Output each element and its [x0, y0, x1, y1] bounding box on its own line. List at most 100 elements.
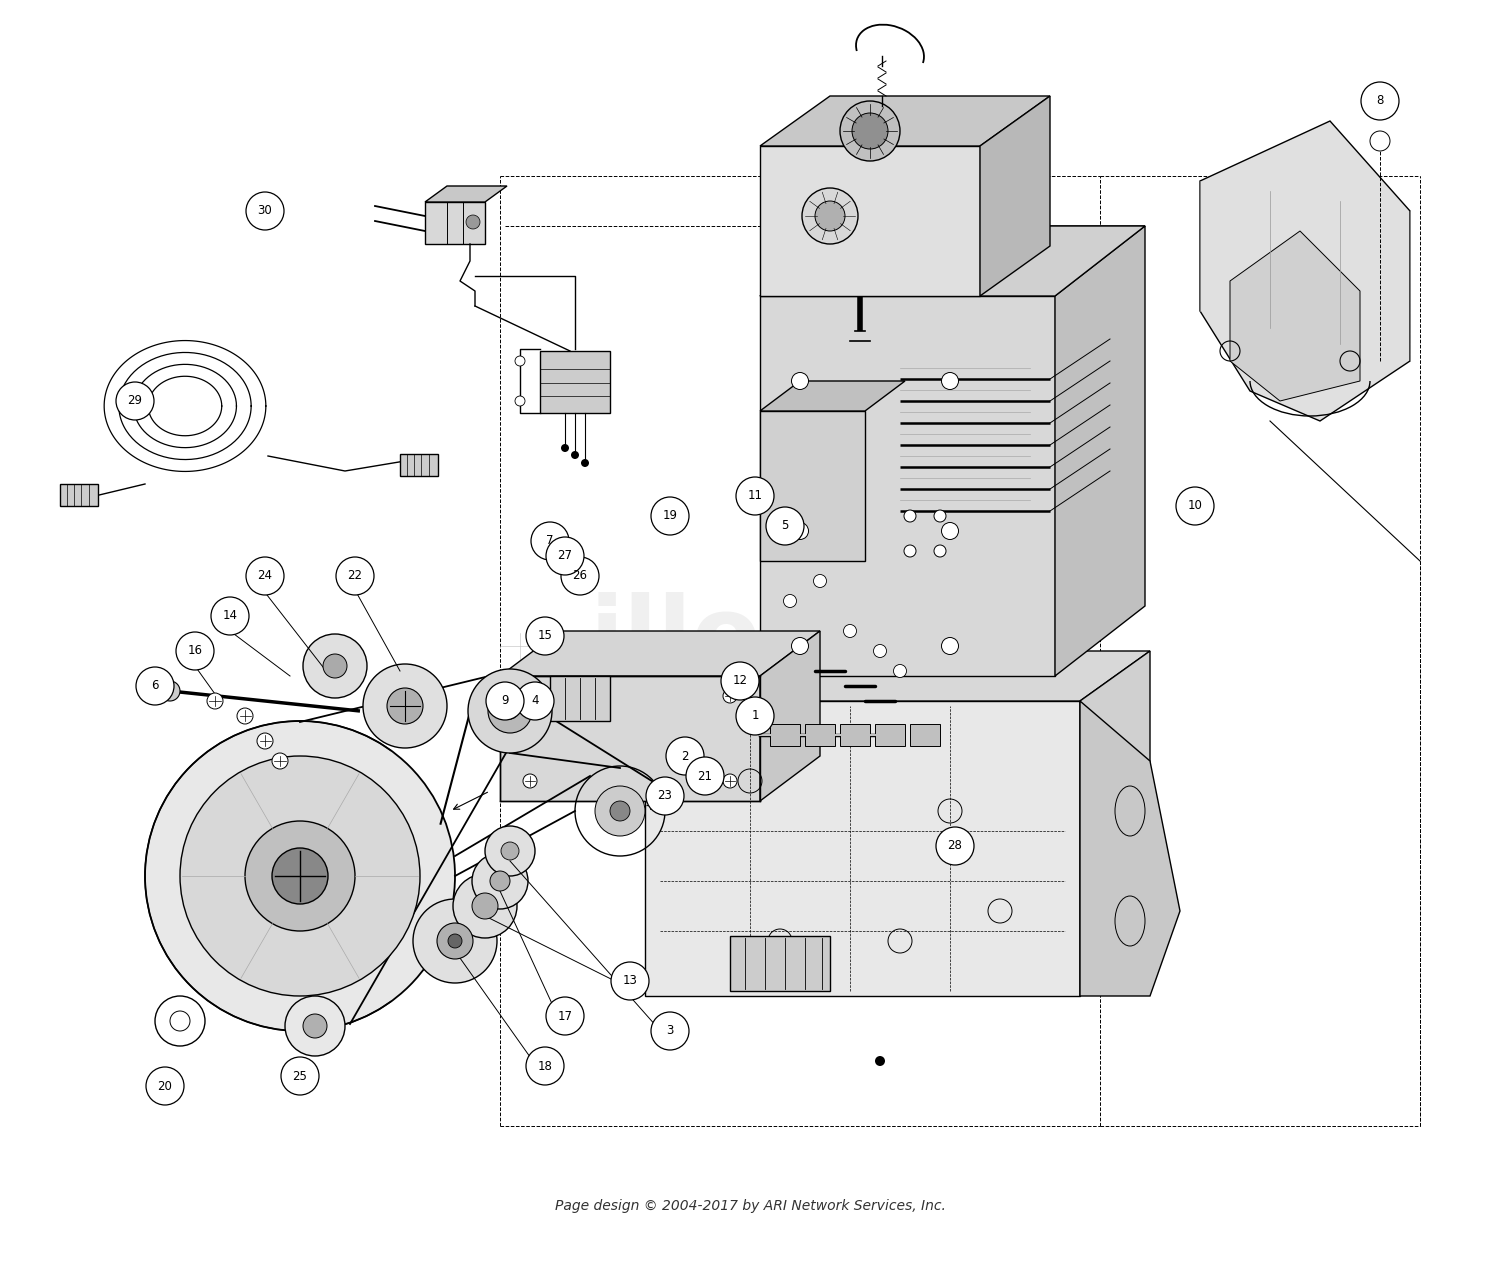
Polygon shape [424, 187, 507, 202]
Polygon shape [1080, 651, 1150, 996]
Circle shape [272, 753, 288, 769]
Text: 6: 6 [152, 680, 159, 692]
FancyBboxPatch shape [760, 411, 865, 561]
Circle shape [610, 801, 630, 821]
Circle shape [160, 681, 180, 701]
Circle shape [894, 665, 906, 677]
Text: 21: 21 [698, 769, 712, 783]
Text: 16: 16 [188, 644, 202, 657]
Text: 26: 26 [573, 570, 588, 583]
Circle shape [792, 638, 808, 654]
Polygon shape [760, 96, 1050, 146]
FancyBboxPatch shape [874, 724, 904, 747]
Text: 15: 15 [537, 629, 552, 643]
Circle shape [526, 1047, 564, 1084]
Circle shape [413, 899, 497, 984]
Circle shape [524, 689, 537, 702]
Circle shape [843, 624, 856, 638]
FancyBboxPatch shape [60, 484, 98, 506]
Circle shape [651, 1013, 688, 1050]
Polygon shape [1200, 121, 1410, 421]
Circle shape [596, 786, 645, 836]
FancyBboxPatch shape [770, 724, 800, 747]
Circle shape [580, 459, 590, 467]
Circle shape [651, 497, 688, 535]
Circle shape [472, 852, 528, 909]
Circle shape [1360, 82, 1400, 120]
Text: 5: 5 [782, 520, 789, 532]
Polygon shape [760, 630, 820, 801]
Polygon shape [1080, 701, 1180, 996]
Polygon shape [760, 226, 1144, 296]
Circle shape [736, 477, 774, 514]
FancyBboxPatch shape [840, 724, 870, 747]
Circle shape [546, 537, 584, 575]
Polygon shape [1054, 226, 1144, 676]
Circle shape [840, 101, 900, 161]
Circle shape [736, 697, 774, 735]
Text: 29: 29 [128, 395, 142, 407]
Text: 24: 24 [258, 570, 273, 583]
Circle shape [531, 522, 568, 560]
Circle shape [686, 757, 724, 794]
Text: 17: 17 [558, 1010, 573, 1023]
FancyBboxPatch shape [645, 701, 1080, 996]
Circle shape [942, 522, 958, 540]
Circle shape [322, 654, 346, 678]
Circle shape [272, 847, 328, 904]
Polygon shape [980, 96, 1050, 296]
Circle shape [136, 667, 174, 705]
Text: 28: 28 [948, 840, 963, 852]
Text: jllor: jllor [590, 593, 810, 690]
Polygon shape [1230, 231, 1360, 401]
Circle shape [666, 736, 704, 776]
Circle shape [942, 372, 958, 390]
Polygon shape [500, 630, 820, 676]
Text: 30: 30 [258, 204, 273, 217]
Circle shape [873, 644, 886, 657]
Text: 22: 22 [348, 570, 363, 583]
Circle shape [766, 507, 804, 545]
Circle shape [783, 594, 796, 608]
Polygon shape [550, 676, 610, 721]
Text: 4: 4 [531, 695, 538, 707]
Circle shape [722, 662, 759, 700]
Circle shape [180, 757, 420, 996]
Circle shape [486, 682, 524, 720]
FancyBboxPatch shape [730, 936, 830, 991]
Text: 27: 27 [558, 550, 573, 562]
Circle shape [934, 545, 946, 557]
Circle shape [303, 1014, 327, 1038]
Circle shape [942, 638, 958, 654]
Text: 18: 18 [537, 1059, 552, 1073]
Circle shape [503, 702, 518, 719]
Circle shape [436, 923, 472, 960]
Circle shape [934, 509, 946, 522]
Circle shape [936, 827, 974, 865]
Circle shape [546, 997, 584, 1035]
Circle shape [448, 934, 462, 948]
Text: 20: 20 [158, 1079, 172, 1092]
Text: 23: 23 [657, 789, 672, 802]
Polygon shape [645, 651, 1150, 701]
Text: 7: 7 [546, 535, 554, 547]
Circle shape [363, 665, 447, 748]
Text: 10: 10 [1188, 499, 1203, 512]
Circle shape [484, 826, 536, 876]
Circle shape [802, 188, 858, 243]
Circle shape [207, 694, 224, 709]
Text: 3: 3 [666, 1024, 674, 1038]
Circle shape [815, 200, 844, 231]
Circle shape [874, 1055, 885, 1066]
Circle shape [246, 192, 284, 230]
Circle shape [813, 575, 826, 588]
FancyBboxPatch shape [500, 676, 760, 801]
Text: 13: 13 [622, 975, 638, 987]
FancyBboxPatch shape [910, 724, 940, 747]
Circle shape [237, 707, 254, 724]
Circle shape [572, 451, 579, 459]
Text: 12: 12 [732, 675, 747, 687]
FancyBboxPatch shape [760, 296, 1054, 676]
Circle shape [387, 689, 423, 724]
Circle shape [285, 996, 345, 1055]
